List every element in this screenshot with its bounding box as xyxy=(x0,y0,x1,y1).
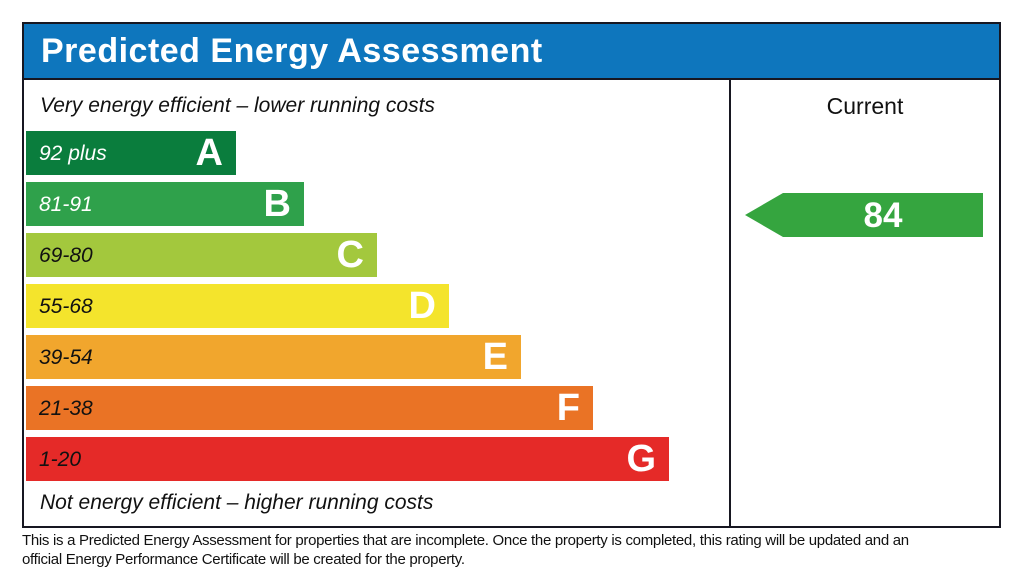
band-range-label: 1-20 xyxy=(39,447,82,471)
band-row-d: 55-68 D xyxy=(26,284,449,328)
bottom-caption: Not energy efficient – higher running co… xyxy=(40,491,434,514)
epc-chart-box: Predicted Energy Assessment Very energy … xyxy=(22,22,1001,528)
current-rating-value: 84 xyxy=(863,195,903,235)
chart-header: Predicted Energy Assessment xyxy=(24,24,999,80)
band-letter: C xyxy=(336,234,364,276)
footer-line-2: official Energy Performance Certificate … xyxy=(22,551,465,568)
footer-disclaimer: This is a Predicted Energy Assessment fo… xyxy=(22,531,909,569)
band-row-e: 39-54 E xyxy=(26,335,521,379)
band-row-g: 1-20 G xyxy=(26,437,669,481)
band-range-label: 81-91 xyxy=(39,192,93,216)
rating-bars-panel: Very energy efficient – lower running co… xyxy=(24,80,731,526)
chart-body: Very energy efficient – lower running co… xyxy=(24,80,999,526)
current-rating-column: Current 84 xyxy=(731,80,999,526)
band-row-f: 21-38 F xyxy=(26,386,593,430)
band-letter: B xyxy=(263,183,291,225)
band-letter: A xyxy=(195,132,223,174)
band-letter: D xyxy=(408,285,436,327)
band-letter: E xyxy=(482,336,508,378)
page-title: Predicted Energy Assessment xyxy=(41,31,543,70)
band-range-label: 55-68 xyxy=(39,294,93,318)
band-letter: G xyxy=(626,438,656,480)
band-row-b: 81-91 B xyxy=(26,182,304,226)
band-range-label: 92 plus xyxy=(39,141,107,165)
current-rating-arrow-icon: 84 xyxy=(745,193,983,237)
band-letter: F xyxy=(556,387,580,429)
footer-line-1: This is a Predicted Energy Assessment fo… xyxy=(22,532,909,549)
band-range-label: 69-80 xyxy=(39,243,93,267)
band-row-c: 69-80 C xyxy=(26,233,377,277)
current-column-header: Current xyxy=(826,93,904,119)
band-range-label: 39-54 xyxy=(39,345,93,369)
top-caption: Very energy efficient – lower running co… xyxy=(40,94,435,117)
band-row-a: 92 plus A xyxy=(26,131,236,175)
rating-bars: 92 plus A 81-91 B 69-80 C 55-68 D 39-54 xyxy=(26,131,729,481)
band-range-label: 21-38 xyxy=(39,396,93,420)
